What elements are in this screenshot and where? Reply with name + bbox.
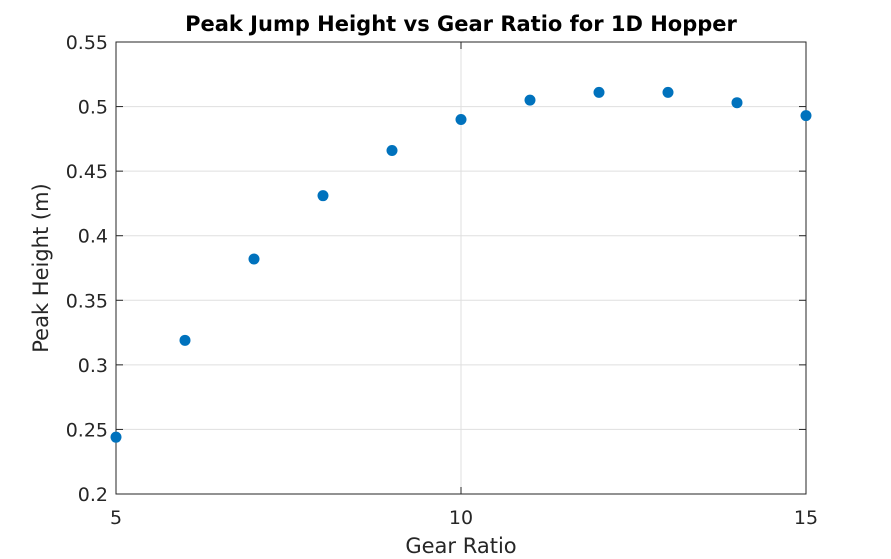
data-points bbox=[110, 86, 812, 443]
data-point bbox=[110, 431, 122, 443]
data-point bbox=[731, 97, 743, 109]
data-point bbox=[524, 94, 536, 106]
x-tick-label: 5 bbox=[110, 507, 122, 529]
x-axis-label: Gear Ratio bbox=[405, 534, 516, 558]
y-tick-label: 0.2 bbox=[78, 484, 108, 506]
y-tick-label: 0.4 bbox=[78, 226, 108, 248]
axis-ticks: 5 10 15 0.2 0.25 0.3 0.35 0.4 0.45 0.5 0.55 bbox=[66, 32, 818, 529]
data-point bbox=[248, 253, 260, 265]
data-point bbox=[593, 86, 605, 98]
y-tick-label: 0.55 bbox=[66, 32, 108, 54]
data-point bbox=[800, 110, 812, 122]
chart-title: Peak Jump Height vs Gear Ratio for 1D Ho… bbox=[185, 12, 737, 36]
x-tick-label: 15 bbox=[794, 507, 818, 529]
y-tick-label: 0.3 bbox=[78, 355, 108, 377]
x-tick-label: 10 bbox=[449, 507, 473, 529]
data-point bbox=[179, 334, 191, 346]
y-tick-label: 0.35 bbox=[66, 290, 108, 312]
y-axis-label: Peak Height (m) bbox=[29, 183, 53, 352]
data-point bbox=[455, 113, 467, 125]
y-tick-label: 0.45 bbox=[66, 161, 108, 183]
y-tick-label: 0.25 bbox=[66, 419, 108, 441]
data-point bbox=[662, 86, 674, 98]
y-tick-label: 0.5 bbox=[78, 97, 108, 119]
data-point bbox=[386, 144, 398, 156]
data-point bbox=[317, 190, 329, 202]
